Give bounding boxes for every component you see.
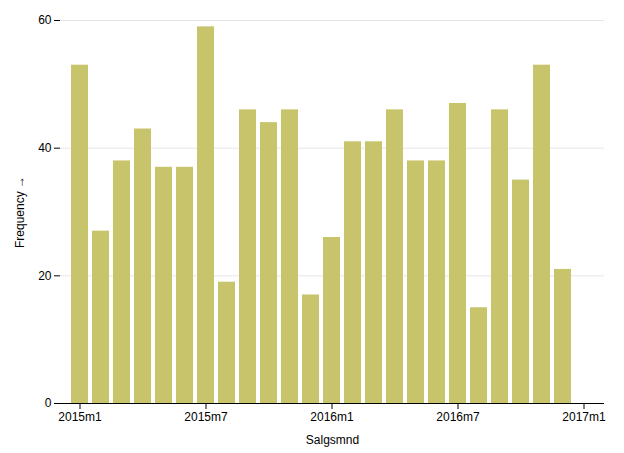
svg-text:40: 40 <box>38 141 52 155</box>
svg-text:2016m1: 2016m1 <box>310 410 354 424</box>
svg-text:2015m7: 2015m7 <box>184 410 228 424</box>
svg-text:2017m1: 2017m1 <box>562 410 606 424</box>
svg-text:Salgsmnd: Salgsmnd <box>306 433 359 447</box>
svg-text:0: 0 <box>45 396 52 410</box>
svg-text:2015m1: 2015m1 <box>58 410 102 424</box>
svg-text:Frequency →: Frequency → <box>13 176 27 248</box>
svg-text:20: 20 <box>38 269 52 283</box>
svg-text:60: 60 <box>38 13 52 27</box>
svg-text:2016m7: 2016m7 <box>436 410 480 424</box>
